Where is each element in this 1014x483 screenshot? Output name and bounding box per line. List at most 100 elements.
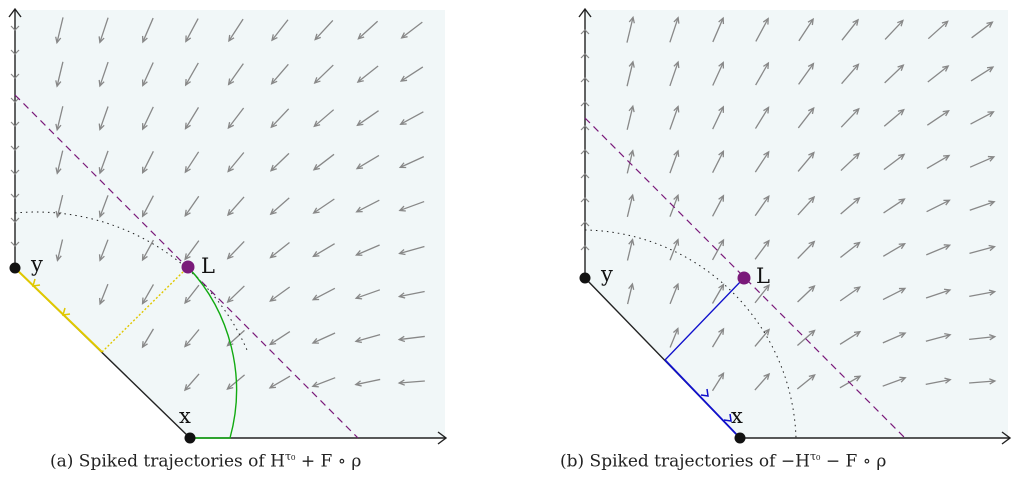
field-arrow: [754, 151, 770, 173]
field-arrow: [184, 195, 200, 217]
point-x: [734, 432, 746, 444]
field-arrow-head-icon: [718, 372, 725, 380]
field-arrow-head-icon: [673, 105, 680, 113]
field-arrow: [271, 63, 289, 85]
axis-arrow-icon: [580, 29, 590, 35]
field-arrow-head-icon: [98, 123, 105, 131]
field-arrow: [56, 106, 64, 130]
field-arrow: [228, 63, 244, 85]
field-arrow-head-icon: [899, 376, 907, 383]
axis-arrow-up-icon: [578, 7, 592, 18]
field-arrow-head-icon: [943, 154, 951, 161]
field-arrow-head-icon: [314, 33, 321, 41]
field-arrow-head-icon: [226, 252, 234, 260]
field-arrow: [269, 286, 291, 302]
field-arrow-head-icon: [673, 238, 680, 246]
field-arrow-head-icon: [399, 75, 408, 82]
field-arrow: [141, 284, 155, 304]
axis-arrow-icon: [580, 245, 590, 251]
field-arrow-head-icon: [987, 111, 995, 118]
field-arrow: [356, 244, 380, 256]
field-arrow-head-icon: [311, 294, 320, 301]
field-arrow: [184, 151, 200, 173]
axis-arrow-icon: [10, 73, 20, 79]
field-arrow-head-icon: [141, 35, 148, 44]
field-arrow: [712, 150, 724, 174]
field-arrow-head-icon: [898, 287, 907, 294]
field-arrow: [99, 61, 109, 87]
field-arrow-head-icon: [355, 163, 364, 170]
axis-arrow-icon: [580, 77, 590, 83]
field-arrow: [313, 198, 335, 214]
axis-arrow-icon: [580, 53, 590, 59]
field-arrow-head-icon: [354, 293, 363, 300]
field-arrow: [142, 17, 154, 43]
field-arrow: [926, 244, 950, 256]
axis-arrow-right-icon: [437, 431, 448, 445]
field-arrow: [185, 18, 199, 42]
field-arrow-head-icon: [898, 242, 907, 250]
field-arrow-head-icon: [141, 341, 148, 349]
field-arrow-head-icon: [356, 119, 364, 127]
shaded-region: [585, 10, 1008, 438]
arrow-blue-icon: [723, 413, 732, 422]
field-arrow-head-icon: [718, 327, 725, 335]
point-L: [181, 260, 195, 274]
field-arrow: [754, 373, 770, 391]
field-arrow-head-icon: [269, 295, 277, 302]
dotted-arc: [14, 211, 248, 351]
field-arrow: [400, 66, 424, 82]
field-arrow: [927, 20, 949, 40]
field-arrow-head-icon: [628, 15, 635, 24]
field-arrow-head-icon: [808, 329, 816, 337]
field-arrow: [184, 329, 200, 347]
field-arrow-head-icon: [673, 60, 680, 69]
field-arrow-head-icon: [270, 77, 278, 85]
field-arrow: [399, 156, 425, 168]
field-arrow-head-icon: [763, 283, 770, 292]
label-y: y: [31, 252, 43, 276]
field-arrow-head-icon: [141, 253, 148, 262]
field-arrow: [399, 380, 425, 384]
field-arrow: [357, 65, 379, 83]
field-arrow-head-icon: [55, 123, 62, 132]
field-arrow: [839, 375, 861, 389]
field-arrow: [271, 19, 289, 41]
field-arrow: [711, 372, 725, 392]
field-arrow: [357, 20, 379, 40]
field-arrow-head-icon: [898, 198, 906, 205]
field-arrow-head-icon: [986, 21, 994, 28]
field-arrow: [227, 285, 245, 303]
field-arrow-head-icon: [184, 253, 191, 261]
field-arrow-head-icon: [673, 193, 680, 202]
field-arrow-head-icon: [313, 77, 321, 84]
field-arrow: [798, 63, 814, 85]
field-arrow: [927, 65, 949, 83]
field-arrow-head-icon: [184, 122, 191, 130]
field-arrow-head-icon: [943, 199, 951, 206]
field-arrow: [270, 108, 290, 128]
field-arrow-head-icon: [808, 284, 816, 292]
field-arrow-head-icon: [854, 375, 862, 382]
field-arrow-head-icon: [184, 79, 192, 87]
field-arrow-head-icon: [55, 210, 62, 219]
caption-text: (a) Spiked trajectories of H: [50, 451, 285, 472]
field-arrow-head-icon: [55, 36, 62, 45]
field-arrow: [712, 106, 724, 130]
field-arrow: [56, 150, 64, 174]
field-arrow-head-icon: [141, 210, 148, 218]
figure-b: y L x (b) Spiked trajectories of −Hτ₀ − …: [560, 0, 1014, 483]
field-arrow-head-icon: [807, 62, 815, 70]
field-arrow: [669, 195, 679, 217]
field-arrow-head-icon: [763, 239, 770, 247]
field-arrow: [99, 106, 109, 130]
field-arrow: [840, 197, 860, 215]
field-arrow-head-icon: [808, 151, 815, 159]
field-arrow: [56, 17, 64, 43]
axis-arrow-icon: [580, 221, 590, 227]
field-arrow: [99, 239, 109, 261]
field-arrow-head-icon: [354, 380, 362, 387]
field-arrow: [227, 241, 245, 259]
label-y: y: [601, 262, 613, 286]
field-arrow-head-icon: [628, 282, 635, 290]
